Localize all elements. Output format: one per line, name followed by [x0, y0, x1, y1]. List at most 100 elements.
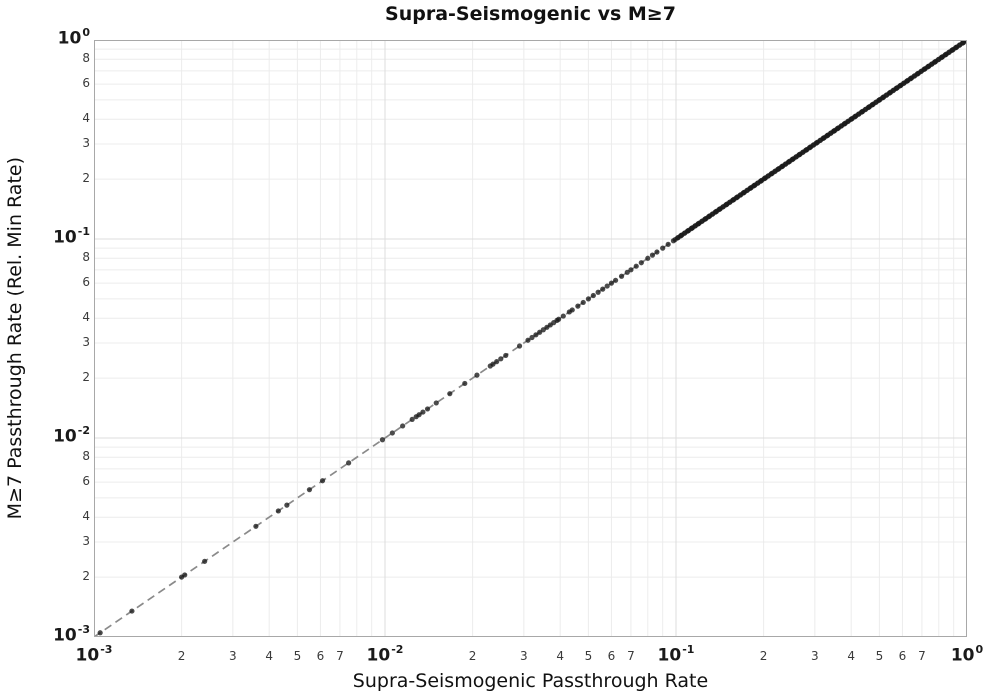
x-minor-tick-label: 4 [847, 649, 855, 663]
y-minor-tick-label: 6 [82, 76, 90, 91]
x-minor-tick-label: 7 [627, 649, 635, 663]
data-point [618, 273, 625, 279]
data-point [253, 523, 259, 529]
identity-reference-line [94, 40, 967, 637]
data-point [346, 460, 352, 466]
data-point [660, 245, 666, 251]
data-point [447, 391, 453, 397]
y-axis-label-wrap: M≥7 Passthrough Rate (Rel. Min Rate) [2, 40, 28, 637]
x-axis-label: Supra-Seismogenic Passthrough Rate [352, 670, 709, 692]
y-minor-tick-label: 4 [82, 111, 90, 126]
y-minor-tick-label: 6 [82, 275, 90, 290]
data-point [608, 280, 615, 286]
x-minor-tick-label: 3 [229, 649, 237, 663]
y-minor-tick-label: 8 [82, 51, 90, 66]
data-point [129, 608, 135, 614]
x-minor-tick-label: 5 [875, 649, 884, 663]
x-minor-tick-label: 3 [520, 649, 528, 663]
plot-canvas [94, 40, 967, 637]
x-minor-tick-label: 6 [898, 649, 907, 663]
data-point [474, 372, 480, 378]
x-minor-tick-label: 2 [759, 649, 768, 663]
y-minor-tick-label: 8 [82, 250, 90, 265]
data-point [400, 423, 406, 429]
y-minor-tick-label: 4 [82, 509, 90, 524]
data-point [633, 263, 639, 269]
x-minor-tick-label: 6 [607, 649, 616, 663]
x-minor-tick-label: 7 [336, 649, 344, 663]
y-minor-tick-label: 2 [82, 569, 90, 584]
data-point [416, 412, 422, 418]
data-point [97, 630, 103, 636]
data-point [275, 508, 281, 514]
y-major-tick-label: 10-1 [53, 225, 90, 248]
plot-frame [94, 40, 967, 637]
data-point [433, 400, 439, 406]
y-minor-tick-label: 3 [82, 136, 90, 151]
data-point [424, 406, 431, 412]
x-minor-tick-label: 7 [918, 649, 926, 663]
data-point [389, 430, 395, 436]
data-point [590, 292, 596, 299]
x-minor-tick-label: 2 [177, 649, 186, 663]
data-point [533, 332, 539, 338]
data-point [503, 352, 509, 359]
x-minor-tick-label: 6 [316, 649, 325, 663]
data-point [319, 478, 326, 484]
x-minor-tick-label: 5 [293, 649, 302, 663]
y-major-tick-label: 100 [57, 26, 90, 49]
data-point [560, 313, 566, 319]
x-major-tick-label: 10-1 [657, 643, 695, 666]
data-point [645, 255, 651, 261]
y-minor-tick-label: 4 [82, 310, 90, 325]
x-major-tick-label: 100 [950, 643, 984, 666]
y-minor-tick-label: 8 [82, 449, 90, 464]
chart-title: Supra-Seismogenic vs M≥7 [385, 3, 676, 25]
data-point [612, 277, 619, 283]
data-point [498, 356, 504, 362]
data-point [638, 260, 644, 266]
data-point [585, 296, 592, 302]
y-minor-tick-label: 2 [82, 370, 90, 385]
data-point [525, 337, 531, 343]
data-point [494, 359, 500, 365]
data-point [306, 487, 313, 493]
data-point [649, 252, 656, 258]
data-point [604, 283, 610, 289]
data-point [595, 289, 601, 295]
data-point [580, 299, 586, 306]
y-minor-tick-label: 3 [82, 335, 90, 350]
data-point [420, 409, 426, 415]
x-major-tick-label: 10-2 [366, 643, 404, 666]
x-minor-tick-label: 4 [556, 649, 564, 663]
data-point [575, 303, 581, 309]
y-axis-label: M≥7 Passthrough Rate (Rel. Min Rate) [4, 157, 26, 520]
data-point [665, 241, 671, 247]
data-point [556, 316, 562, 322]
data-point [654, 249, 660, 255]
data-point [202, 558, 208, 564]
data-point [537, 329, 543, 335]
data-point [624, 269, 630, 275]
y-major-tick-label: 10-2 [53, 424, 90, 447]
x-minor-tick-label: 3 [811, 649, 819, 663]
data-point [516, 343, 523, 349]
scatter-points [97, 40, 967, 636]
x-major-tick-label: 10-3 [75, 643, 113, 666]
y-minor-tick-label: 2 [82, 171, 90, 186]
x-minor-tick-label: 5 [584, 649, 593, 663]
x-minor-tick-label: 4 [265, 649, 273, 663]
data-point [628, 267, 634, 273]
data-point [490, 361, 496, 367]
y-minor-tick-label: 6 [82, 474, 90, 489]
data-point [462, 380, 468, 387]
x-minor-tick-label: 2 [468, 649, 477, 663]
data-point [529, 334, 535, 341]
data-point [600, 286, 606, 292]
data-point [379, 437, 386, 443]
data-point [284, 502, 290, 508]
y-major-tick-label: 10-3 [53, 623, 90, 646]
plot-area [94, 40, 967, 637]
data-point [182, 572, 188, 578]
